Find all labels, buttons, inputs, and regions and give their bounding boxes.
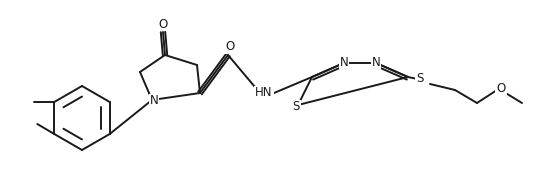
Text: O: O (158, 18, 167, 30)
Text: S: S (416, 73, 424, 85)
Text: O: O (496, 81, 506, 94)
Text: HN: HN (255, 86, 273, 100)
Text: N: N (150, 94, 158, 108)
Text: N: N (340, 56, 349, 69)
Text: S: S (292, 101, 300, 113)
Text: N: N (372, 56, 380, 69)
Text: O: O (225, 41, 235, 53)
